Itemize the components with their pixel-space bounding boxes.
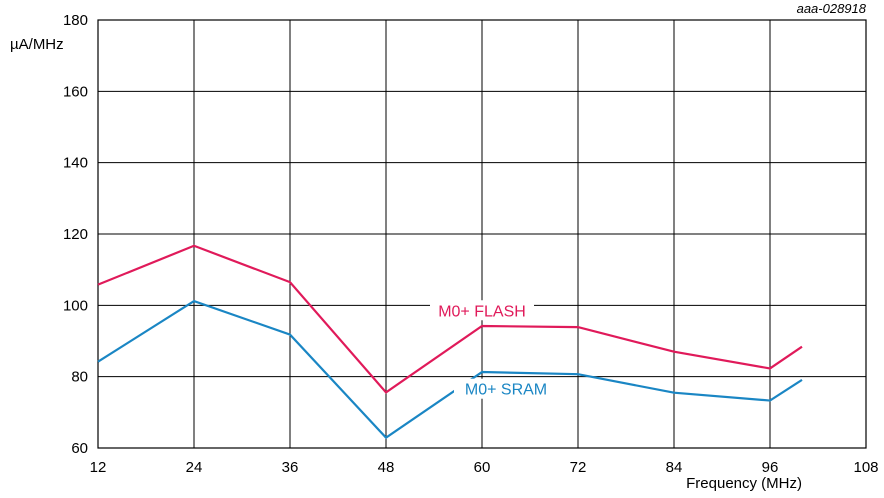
x-tick-label: 36 bbox=[282, 459, 299, 476]
series-label-m0-flash: M0+ FLASH bbox=[438, 303, 526, 320]
y-axis-label: µA/MHz bbox=[10, 36, 64, 53]
plot-frame bbox=[97, 19, 867, 449]
y-tick-label: 120 bbox=[63, 226, 88, 243]
series-label-bg bbox=[430, 300, 534, 321]
y-tick-label: 100 bbox=[63, 297, 88, 314]
x-tick-label: 60 bbox=[474, 459, 491, 476]
x-tick-label: 72 bbox=[570, 459, 587, 476]
series-label-m0-sram: M0+ SRAM bbox=[465, 382, 547, 399]
x-tick-label: 12 bbox=[90, 459, 107, 476]
x-tick-label: 84 bbox=[666, 459, 683, 476]
series-line-m0-sram bbox=[97, 299, 803, 440]
y-tick-label: 160 bbox=[63, 83, 88, 100]
figure-id: aaa-028918 bbox=[797, 1, 867, 16]
x-tick-label: 108 bbox=[853, 459, 878, 476]
label-layer: µA/MHz Frequency (MHz) aaa-028918 12 24 36… bbox=[10, 1, 879, 492]
x-tick-label: 48 bbox=[378, 459, 395, 476]
y-tick-label: 60 bbox=[71, 440, 88, 457]
series-layer bbox=[97, 244, 803, 440]
y-tick-label: 80 bbox=[71, 369, 88, 386]
grid-layer bbox=[97, 19, 867, 449]
x-tick-label: 96 bbox=[762, 459, 779, 476]
x-axis-label: Frequency (MHz) bbox=[686, 475, 802, 492]
y-tick-label: 180 bbox=[63, 12, 88, 29]
y-tick-label: 140 bbox=[63, 155, 88, 172]
x-tick-label: 24 bbox=[186, 459, 203, 476]
series-label-bg bbox=[454, 378, 558, 399]
